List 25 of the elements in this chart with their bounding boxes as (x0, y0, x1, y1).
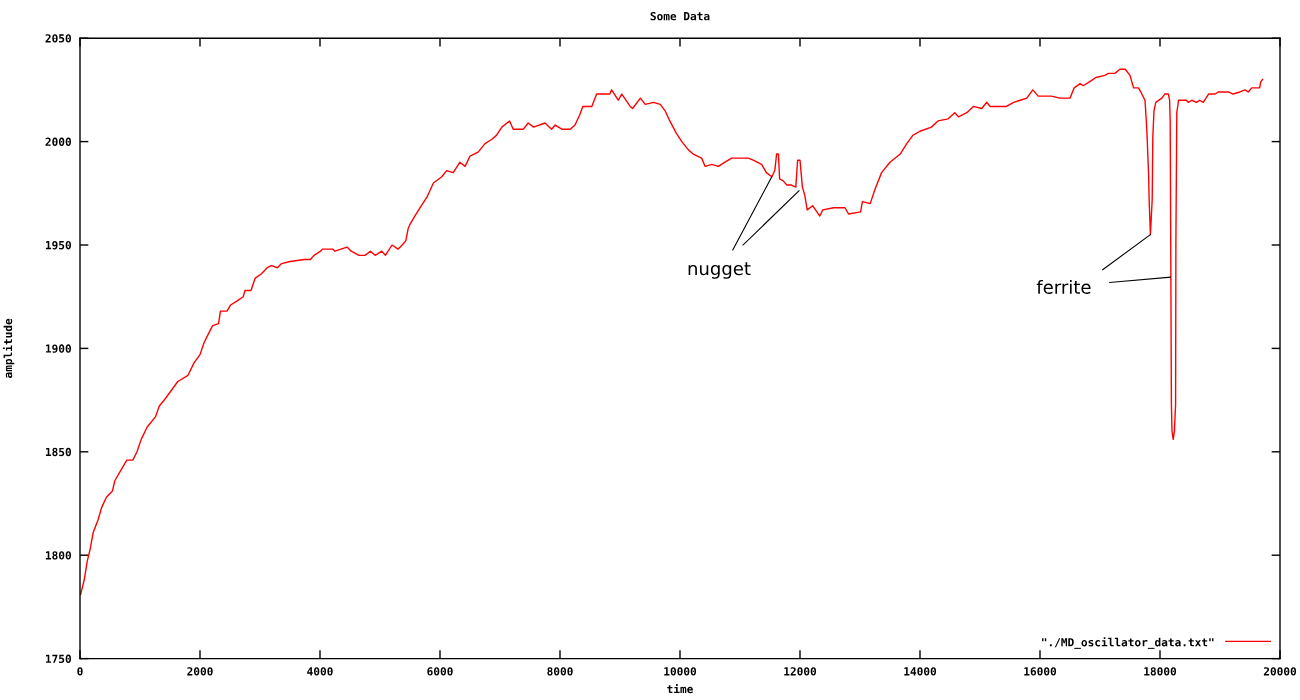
x-tick-label: 0 (77, 667, 83, 676)
chart-title: Some Data (650, 11, 710, 21)
y-tick-label: 1750 (45, 654, 71, 663)
y-tick-label: 2000 (45, 137, 71, 146)
y-tick-label: 1800 (45, 551, 71, 560)
x-axis-title: time (667, 684, 693, 694)
x-tick-label: 18000 (1144, 667, 1177, 676)
x-tick-label: 12000 (784, 667, 817, 676)
y-tick-label: 1950 (45, 240, 71, 250)
line-series (80, 68, 1264, 596)
y-axis-title: amplitude (3, 318, 15, 378)
annotation: nugget (688, 262, 751, 279)
y-tick-label: 2050 (45, 34, 71, 43)
x-tick-label: 2000 (187, 667, 213, 676)
x-tick-label: 4000 (307, 667, 333, 676)
x-tick-label: 10000 (664, 667, 697, 676)
x-tick-label: 6000 (427, 667, 453, 676)
x-tick-label: 14000 (904, 667, 937, 676)
x-tick-label: 16000 (1024, 667, 1057, 676)
annotation: ferrite (1036, 279, 1091, 294)
y-tick-label: 1900 (45, 344, 71, 353)
x-tick-label: 8000 (547, 667, 573, 676)
x-tick-label: 20000 (1263, 667, 1297, 676)
y-tick-label: 1850 (45, 447, 71, 457)
legend-label: "./MD_oscillator_data.txt" (1042, 637, 1214, 649)
